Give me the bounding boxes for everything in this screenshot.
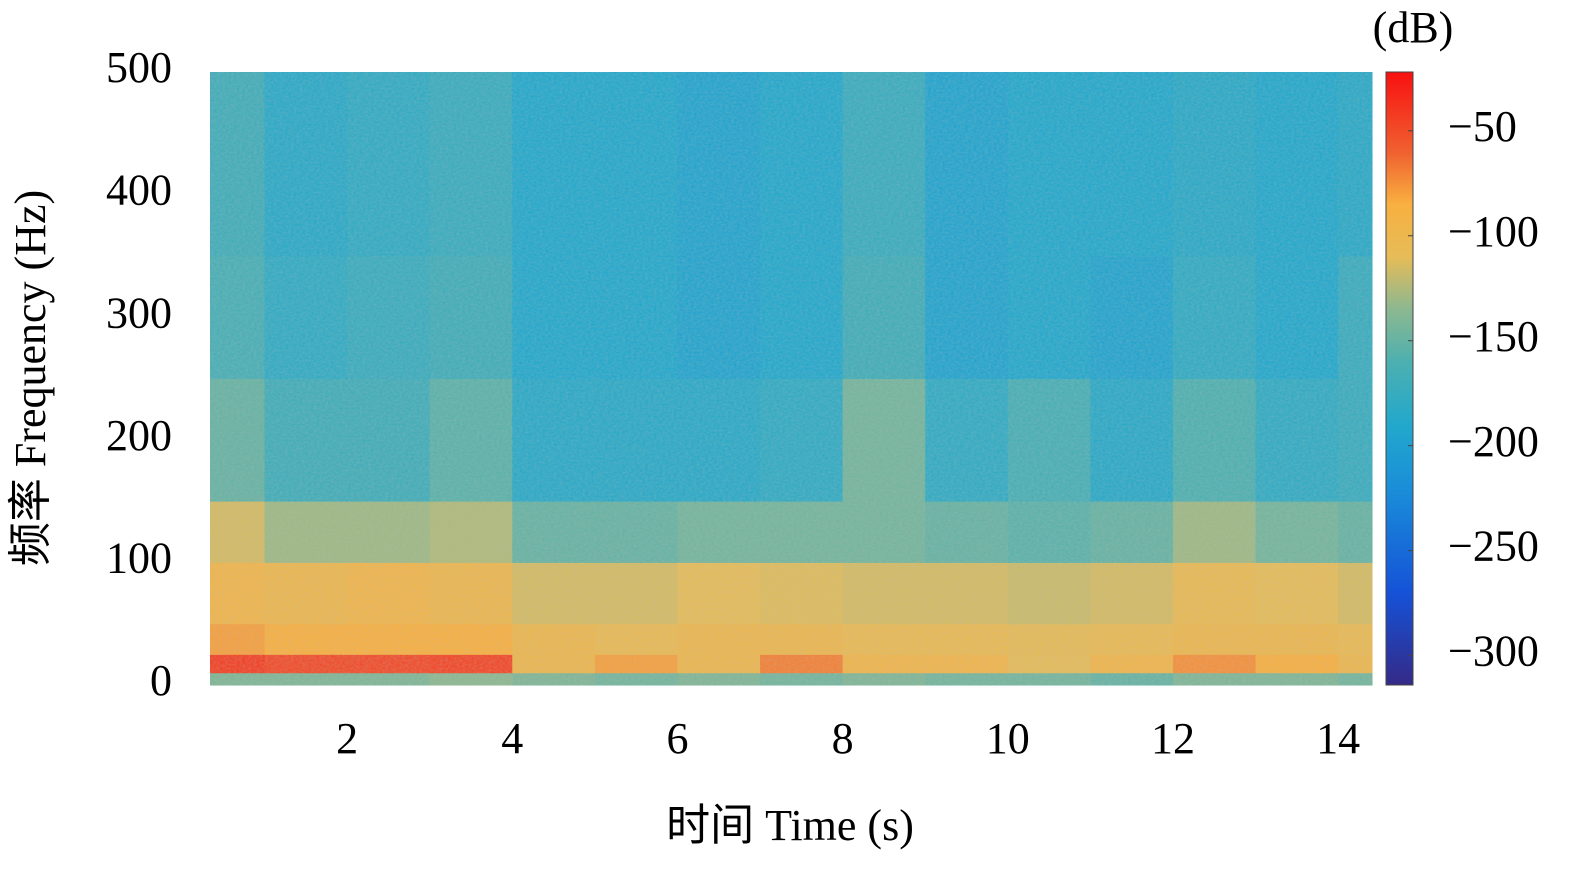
x-tick-label: 8 [832,714,854,763]
y-tick-label: 400 [106,166,172,215]
colorbar-tick-label: −150 [1448,312,1539,361]
texture [210,72,1372,685]
colorbar-label: (dB) [1373,3,1454,52]
x-tick-label: 10 [986,714,1030,763]
colorbar-tick-label: −250 [1448,522,1539,571]
y-axis-label: 频率 Frequency (Hz) [6,190,55,566]
colorbar-tick-label: −300 [1448,627,1539,676]
colorbar-tick-label: −200 [1448,417,1539,466]
x-tick-label: 12 [1151,714,1195,763]
x-tick-label: 6 [666,714,688,763]
x-tick-label: 14 [1316,714,1360,763]
colorbar [1385,71,1414,686]
y-tick-label: 100 [106,533,172,582]
colorbar-tick-label: −100 [1448,207,1539,256]
y-tick-label: 500 [106,43,172,92]
y-tick-label: 300 [106,288,172,337]
colorbar-tick-label: −50 [1448,102,1517,151]
y-tick-label: 0 [150,656,172,705]
y-tick-label: 200 [106,411,172,460]
x-axis-label: 时间 Time (s) [666,801,914,850]
x-tick-label: 4 [501,714,523,763]
x-tick-label: 2 [336,714,358,763]
